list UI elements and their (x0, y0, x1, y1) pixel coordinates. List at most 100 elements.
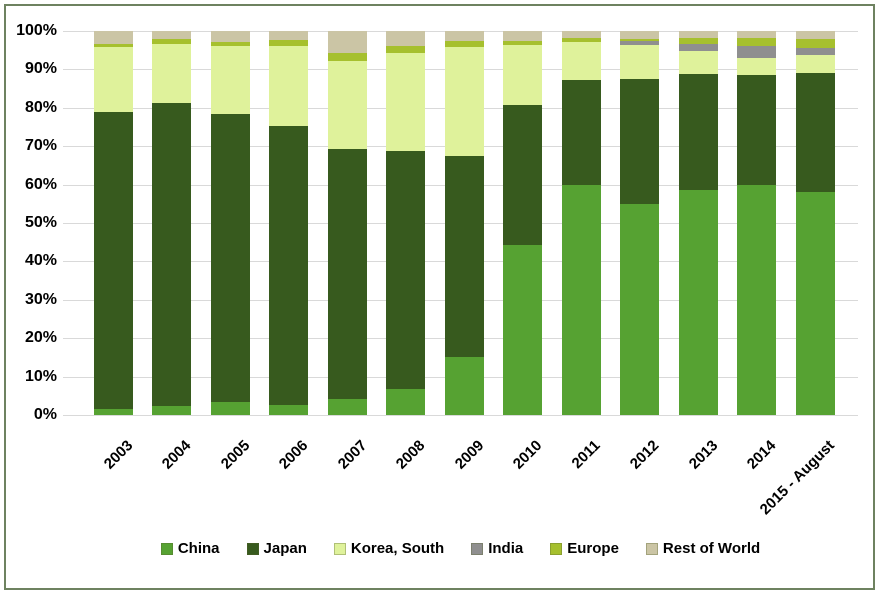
bar-segment-europe-2009 (444, 40, 484, 47)
bar-segment-rest-of-world-2008 (386, 31, 425, 47)
bar-2008 (386, 31, 425, 415)
legend-swatch-china (160, 542, 173, 555)
bar-segment-rest-of-world-2010 (503, 31, 542, 42)
legend-label-japan: Japan (263, 540, 307, 557)
bar-segment-europe-2012 (620, 39, 659, 42)
bar-segment-europe-2007 (327, 52, 367, 62)
bar-segment-europe-2013 (678, 37, 718, 45)
bar-segment-india-2012 (620, 41, 659, 45)
bar-segment-japan-2013 (678, 74, 718, 191)
x-label-2008: 2008 (392, 437, 429, 473)
bar-segment-china-2014 (737, 185, 776, 415)
y-tick-label-70: 70% (24, 137, 57, 155)
legend-label-china: China (177, 540, 220, 557)
legend-item-europe: Europe (550, 540, 619, 557)
bar-2012 (620, 31, 659, 415)
legend: China Japan Korea, South India Europe Rest of… (63, 540, 858, 557)
bar-segment-rest-of-world-2012 (620, 31, 659, 40)
x-label-2014: 2014 (743, 437, 780, 473)
bar-segment-japan-2014 (737, 74, 776, 186)
bar-segment-japan-2015-august (795, 73, 835, 193)
bar-segment-europe-2014 (737, 37, 776, 46)
x-label-2005: 2005 (217, 437, 254, 473)
bar-2011 (561, 31, 601, 415)
y-tick-label-30: 30% (24, 290, 57, 308)
x-label-2011: 2011 (568, 437, 605, 473)
legend-label-rest-of-world: Rest of World (662, 540, 761, 557)
legend-swatch-europe (550, 542, 563, 555)
bar-segment-europe-2015-august (795, 39, 835, 49)
bar-segment-korea-south-2009 (444, 46, 484, 156)
bar-2004 (152, 31, 191, 415)
x-label-2004: 2004 (158, 437, 195, 473)
legend-swatch-india (471, 542, 484, 555)
bar-segment-europe-2006 (269, 39, 308, 46)
bar-segment-europe-2004 (152, 39, 191, 45)
legend-item-india: India (471, 540, 523, 557)
bar-2006 (269, 31, 308, 415)
bar-segment-korea-south-2010 (503, 44, 542, 106)
bar-segment-china-2004 (152, 406, 191, 415)
x-label-2003: 2003 (100, 437, 137, 473)
bar-segment-rest-of-world-2013 (678, 31, 718, 38)
bar-segment-japan-2007 (327, 149, 367, 399)
bar-segment-japan-2009 (444, 155, 484, 358)
bar-segment-rest-of-world-2003 (93, 31, 133, 45)
bar-segment-china-2008 (386, 388, 425, 415)
bar-segment-korea-south-2008 (386, 53, 425, 151)
y-tick-label-0: 0% (33, 406, 57, 423)
legend-swatch-rest-of-world (645, 542, 658, 555)
x-label-2009: 2009 (451, 437, 488, 473)
y-tick-label-10: 10% (24, 367, 57, 385)
y-tick-label-60: 60% (24, 175, 57, 193)
bar-segment-india-2014 (737, 45, 776, 59)
y-tick-label-90: 90% (24, 60, 57, 78)
bar-segment-rest-of-world-2005 (210, 31, 250, 42)
bar-2013 (678, 31, 718, 415)
bar-segment-korea-south-2012 (620, 44, 659, 79)
bar-segment-korea-south-2004 (152, 44, 191, 103)
bar-segment-rest-of-world-2009 (444, 31, 484, 41)
bar-segment-korea-south-2015-august (795, 54, 835, 74)
bar-2010 (503, 31, 542, 415)
bar-segment-europe-2008 (386, 46, 425, 54)
gridline-0 (63, 415, 858, 416)
bar-segment-rest-of-world-2015-august (795, 31, 835, 40)
bar-segment-china-2007 (327, 398, 367, 415)
bar-segment-japan-2005 (210, 113, 250, 402)
legend-item-japan: Japan (246, 540, 307, 557)
bar-segment-china-2006 (269, 405, 308, 415)
x-label-2006: 2006 (275, 437, 312, 473)
bar-segment-rest-of-world-2007 (327, 31, 367, 53)
bar-segment-china-2013 (678, 190, 718, 415)
y-tick-label-40: 40% (24, 252, 57, 270)
bar-segment-china-2005 (210, 401, 250, 415)
bar-segment-china-2015-august (795, 192, 835, 415)
bar-segment-japan-2008 (386, 150, 425, 389)
bar-segment-china-2012 (620, 203, 659, 415)
legend-swatch-japan (246, 542, 259, 555)
x-label-2012: 2012 (626, 437, 663, 473)
bar-segment-japan-2010 (503, 105, 542, 245)
legend-item-korea-south: Korea, South (333, 540, 444, 557)
bar-segment-rest-of-world-2004 (152, 31, 191, 40)
bar-segment-rest-of-world-2014 (737, 31, 776, 38)
legend-label-europe: Europe (567, 540, 619, 557)
bar-segment-korea-south-2011 (561, 42, 601, 80)
y-tick-label-50: 50% (24, 214, 57, 231)
bar-segment-japan-2006 (269, 125, 308, 406)
bar-2005 (210, 31, 250, 415)
bar-segment-india-2015-august (795, 48, 835, 55)
legend-item-rest-of-world: Rest of World (645, 540, 761, 557)
bar-segment-rest-of-world-2011 (561, 31, 601, 39)
bar-segment-korea-south-2007 (327, 61, 367, 150)
bar-2003 (93, 31, 133, 415)
bar-2015-august (795, 31, 835, 415)
bar-segment-china-2011 (561, 184, 601, 415)
bar-segment-china-2009 (444, 357, 484, 415)
bar-segment-japan-2004 (152, 102, 191, 407)
bar-segment-korea-south-2006 (269, 45, 308, 126)
bar-segment-china-2003 (93, 409, 133, 415)
bar-segment-japan-2003 (93, 111, 133, 410)
